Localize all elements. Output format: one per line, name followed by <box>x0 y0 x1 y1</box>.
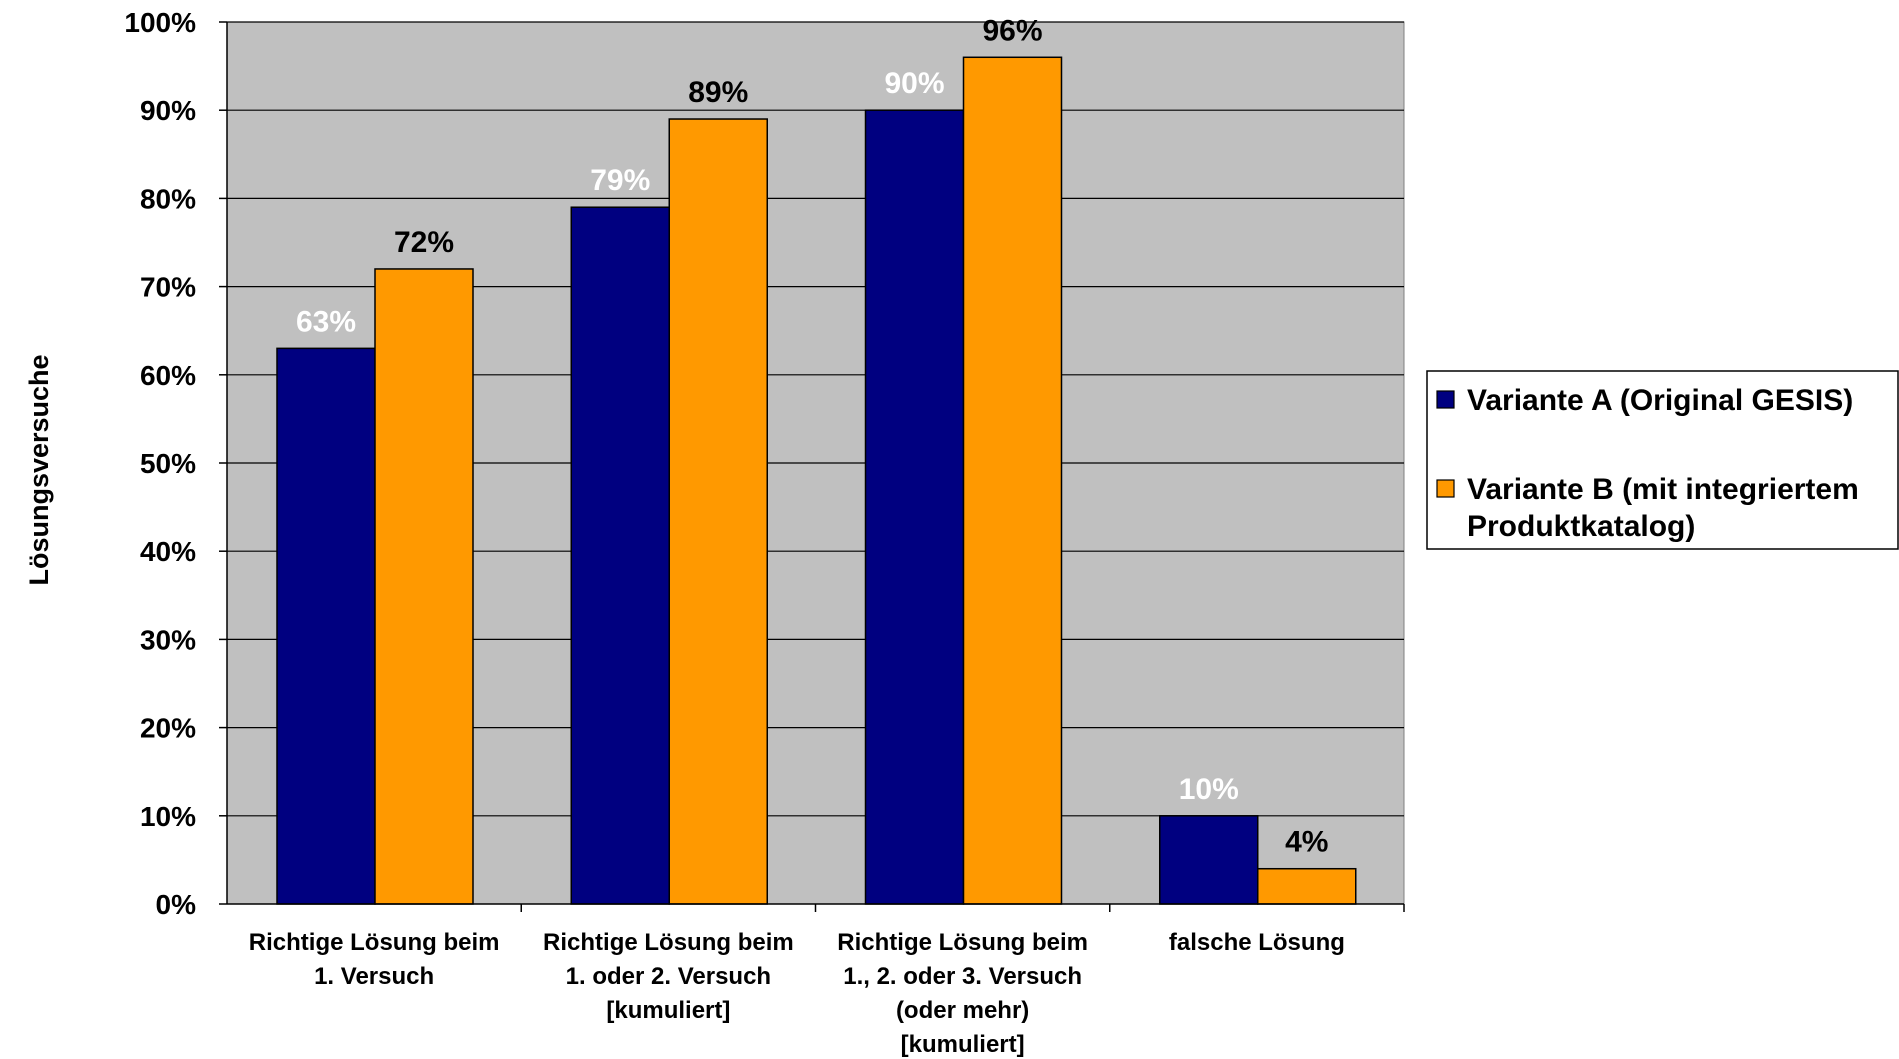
legend-label: Produktkatalog) <box>1467 510 1695 543</box>
y-tick-labels: 0% 10% 20% 30% 40% 50% 60% 70% 80% 90% 100% <box>124 7 227 920</box>
bar <box>962 56 1063 905</box>
category-label: 1. oder 2. Versuch <box>566 963 771 990</box>
legend-label: Variante B (mit integriertem <box>1467 473 1859 506</box>
bar <box>374 268 474 905</box>
category-label: 1., 2. oder 3. Versuch <box>843 963 1082 990</box>
category-label: (oder mehr) <box>896 997 1029 1024</box>
category-label: 1. Versuch <box>314 963 434 990</box>
data-labels: 63% 72% 79% 89% 90% 96% 10% 4% <box>296 14 1328 858</box>
data-label: 96% <box>982 14 1042 47</box>
category-label: Richtige Lösung beim <box>249 929 500 956</box>
y-tick-label: 40% <box>140 536 196 567</box>
y-tick-label: 30% <box>140 624 196 655</box>
bar <box>276 347 376 905</box>
y-tick-label: 50% <box>140 448 196 479</box>
data-label: 89% <box>688 76 748 109</box>
category-labels: Richtige Lösung beim 1. Versuch Richtige L… <box>249 929 1345 1058</box>
data-label: 72% <box>394 226 454 259</box>
category-label: Richtige Lösung beim <box>837 929 1088 956</box>
data-label: 10% <box>1179 773 1239 806</box>
data-label: 63% <box>296 305 356 338</box>
category-label: [kumuliert] <box>606 997 730 1024</box>
y-tick-label: 100% <box>124 7 196 38</box>
legend-swatch <box>1436 390 1455 409</box>
data-label: 4% <box>1285 826 1328 859</box>
legend: Variante A (Original GESIS) Variante B (m… <box>1426 370 1899 550</box>
y-tick-label: 0% <box>156 889 197 920</box>
bar <box>1159 815 1259 905</box>
y-tick-label: 10% <box>140 801 196 832</box>
bar <box>864 109 965 905</box>
y-tick-label: 80% <box>140 183 196 214</box>
category-label: Richtige Lösung beim <box>543 929 794 956</box>
legend-swatch <box>1436 479 1455 498</box>
legend-label: Variante A (Original GESIS) <box>1467 384 1853 417</box>
legend-box <box>1426 370 1899 550</box>
bar <box>1257 867 1357 905</box>
y-axis-title: Lösungsversuche <box>24 354 54 585</box>
category-label: falsche Lösung <box>1169 929 1345 956</box>
category-label: [kumuliert] <box>901 1031 1025 1058</box>
bar <box>668 118 768 905</box>
y-tick-label: 20% <box>140 713 196 744</box>
data-label: 79% <box>590 164 650 197</box>
y-tick-label: 90% <box>140 95 196 126</box>
bar <box>570 206 670 905</box>
y-tick-label: 60% <box>140 360 196 391</box>
y-tick-label: 70% <box>140 272 196 303</box>
data-label: 90% <box>884 67 944 100</box>
